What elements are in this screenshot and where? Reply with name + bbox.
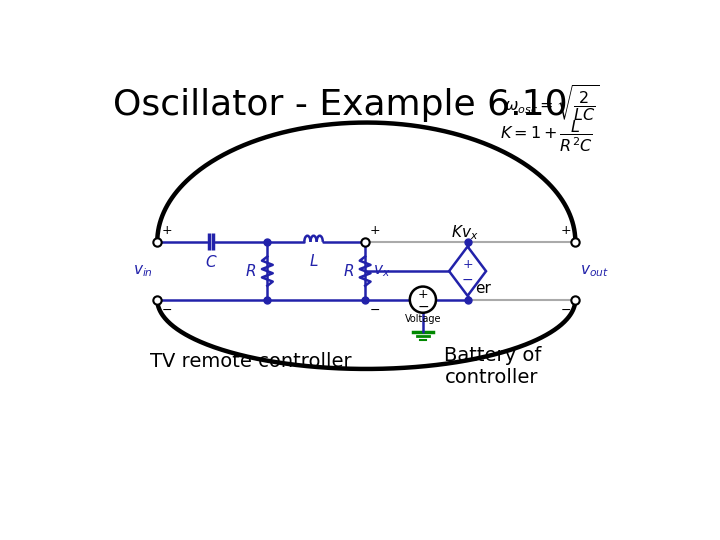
Text: $v_{in}$: $v_{in}$: [133, 264, 153, 279]
Text: −: −: [370, 304, 380, 318]
Text: +: +: [370, 224, 380, 237]
Text: +: +: [418, 288, 428, 301]
Text: $L$: $L$: [309, 253, 318, 269]
Text: $R$: $R$: [343, 263, 354, 279]
Text: TV remote controller: TV remote controller: [150, 352, 351, 371]
Text: $Kv_x$: $Kv_x$: [451, 223, 478, 242]
Text: Oscillator - Example 6.10: Oscillator - Example 6.10: [113, 88, 568, 122]
Text: $R$: $R$: [246, 263, 256, 279]
Text: $v_{out}$: $v_{out}$: [580, 264, 609, 279]
Text: +: +: [162, 224, 173, 237]
Text: $\omega_{osc} = \sqrt{\dfrac{2}{LC}}$: $\omega_{osc} = \sqrt{\dfrac{2}{LC}}$: [504, 84, 600, 124]
Text: +: +: [561, 224, 572, 237]
Text: $K = 1+\dfrac{L}{R^2C}$: $K = 1+\dfrac{L}{R^2C}$: [500, 119, 593, 154]
Text: −: −: [462, 273, 473, 287]
Text: +: +: [462, 258, 473, 271]
Text: $C$: $C$: [205, 254, 217, 270]
Text: $v_x$: $v_x$: [373, 264, 390, 279]
Text: −: −: [162, 304, 172, 318]
Text: −: −: [417, 300, 428, 314]
Text: −: −: [561, 304, 572, 318]
Text: Battery of
controller: Battery of controller: [444, 346, 542, 387]
Text: Voltage: Voltage: [405, 314, 441, 325]
Text: er: er: [475, 281, 491, 295]
